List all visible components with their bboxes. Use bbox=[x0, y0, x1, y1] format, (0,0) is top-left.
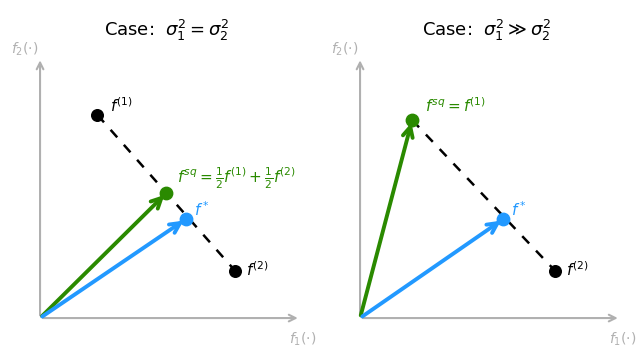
Point bbox=[230, 268, 241, 274]
Text: $f^{(2)}$: $f^{(2)}$ bbox=[566, 261, 589, 279]
Text: $f^{(1)}$: $f^{(1)}$ bbox=[110, 97, 133, 115]
Text: $f^*$: $f^*$ bbox=[511, 201, 527, 219]
Point bbox=[407, 117, 417, 123]
Text: $f^{sq} = \frac{1}{2}f^{(1)} + \frac{1}{2}f^{(2)}$: $f^{sq} = \frac{1}{2}f^{(1)} + \frac{1}{… bbox=[177, 165, 296, 191]
Text: $f_1(\cdot)$: $f_1(\cdot)$ bbox=[609, 331, 637, 349]
Text: $f_2(\cdot)$: $f_2(\cdot)$ bbox=[331, 40, 358, 58]
Title: Case:  $\sigma_1^2 \gg \sigma_2^2$: Case: $\sigma_1^2 \gg \sigma_2^2$ bbox=[422, 18, 551, 43]
Point bbox=[498, 216, 508, 222]
Point bbox=[92, 112, 102, 118]
Point bbox=[550, 268, 561, 274]
Text: $f^{sq} = f^{(1)}$: $f^{sq} = f^{(1)}$ bbox=[425, 97, 486, 115]
Text: $f_2(\cdot)$: $f_2(\cdot)$ bbox=[11, 40, 38, 58]
Text: $f^{(2)}$: $f^{(2)}$ bbox=[246, 261, 269, 279]
Title: Case:  $\sigma_1^2 = \sigma_2^2$: Case: $\sigma_1^2 = \sigma_2^2$ bbox=[104, 18, 229, 43]
Point bbox=[181, 216, 191, 222]
Text: $f^*$: $f^*$ bbox=[194, 201, 209, 219]
Text: $f_1(\cdot)$: $f_1(\cdot)$ bbox=[289, 331, 317, 349]
Point bbox=[161, 190, 172, 196]
